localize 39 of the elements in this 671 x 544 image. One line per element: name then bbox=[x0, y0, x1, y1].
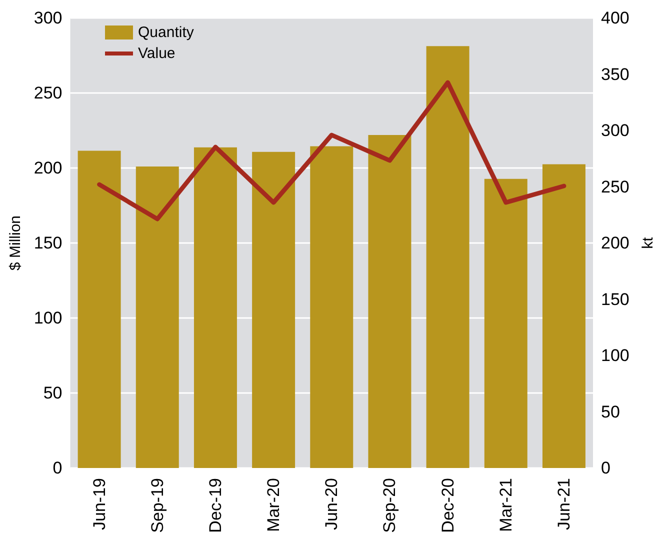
x-tick-label: Sep-19 bbox=[148, 478, 167, 533]
bar bbox=[368, 135, 412, 468]
x-tick-label: Dec-20 bbox=[438, 478, 458, 533]
line-series bbox=[97, 80, 566, 222]
y-tick-label: 300 bbox=[34, 8, 62, 28]
x-tick-label: Mar-21 bbox=[496, 478, 516, 532]
y2-tick-label: 200 bbox=[601, 234, 630, 252]
x-tick-label: Dec-19 bbox=[206, 478, 225, 533]
bar bbox=[194, 147, 237, 468]
y2-tick-label: 350 bbox=[601, 64, 630, 84]
x-tick-label: Jun-20 bbox=[322, 478, 342, 530]
y-tick-label: 150 bbox=[34, 234, 62, 252]
legend-label: Value bbox=[138, 45, 176, 62]
y2-tick-label: 0 bbox=[601, 458, 610, 478]
y2-tick-label: 50 bbox=[601, 402, 620, 422]
y2-tick-label: 250 bbox=[601, 177, 630, 196]
bar bbox=[252, 152, 296, 468]
bar bbox=[310, 146, 354, 468]
x-tick-label: Sep-20 bbox=[380, 478, 400, 533]
y-tick-label: 100 bbox=[34, 308, 62, 328]
legend-label: Quantity bbox=[138, 24, 194, 41]
y2-axis-title: kt bbox=[639, 236, 656, 249]
y2-tick-label: 100 bbox=[601, 346, 630, 365]
bar bbox=[136, 166, 179, 468]
x-tick-label: Mar-20 bbox=[264, 478, 284, 532]
bar bbox=[426, 46, 470, 468]
y-axis-title: $ Million bbox=[7, 215, 24, 271]
y-tick-label: 200 bbox=[34, 158, 62, 178]
y-tick-label: 0 bbox=[52, 458, 62, 478]
y2-tick-label: 150 bbox=[601, 290, 630, 309]
y-tick-label: 250 bbox=[34, 84, 62, 102]
bar bbox=[78, 150, 121, 468]
bar bbox=[542, 164, 586, 468]
bar bbox=[484, 178, 528, 468]
y2-tick-label: 300 bbox=[601, 121, 630, 140]
y2-tick-label: 400 bbox=[601, 8, 630, 28]
x-tick-label: Jun-21 bbox=[554, 478, 574, 530]
x-tick-label: Jun-19 bbox=[90, 478, 109, 530]
y-tick-label: 50 bbox=[43, 384, 62, 402]
